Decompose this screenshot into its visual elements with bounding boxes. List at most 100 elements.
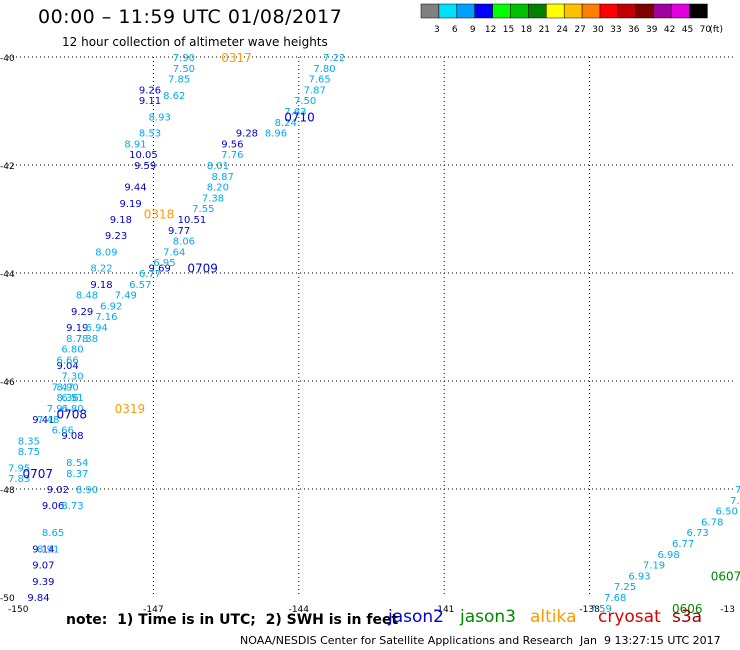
- colorbar-label: 3: [434, 25, 440, 35]
- data-point: 7.30: [61, 372, 83, 383]
- data-point: 9.02: [47, 485, 69, 496]
- x-tick-label: -144: [289, 605, 310, 615]
- data-point: 7.48: [37, 415, 59, 426]
- colorbar-swatch: [689, 3, 708, 19]
- data-point: 9.29: [71, 307, 93, 318]
- data-point: 10.51: [178, 215, 207, 226]
- chart-title: 00:00 – 11:59 UTC 01/08/2017: [38, 6, 343, 28]
- data-point: 7.64: [163, 247, 185, 258]
- data-point: 8.24: [275, 118, 297, 129]
- pass-time-label: 0709: [187, 262, 218, 276]
- data-point: 9.04: [56, 361, 78, 372]
- legend-s3a: s3a: [672, 607, 703, 627]
- data-point: 6.77: [139, 269, 161, 280]
- units-note: note: 1) Time is in UTC; 2) SWH is in fe…: [66, 612, 399, 628]
- data-point: 9.26: [139, 85, 161, 96]
- data-point: 9.28: [236, 129, 258, 140]
- data-point: 8.91: [124, 139, 146, 150]
- data-point: 9.56: [221, 139, 243, 150]
- data-point: 8.35: [18, 436, 40, 447]
- pass-time-label: 0707: [23, 467, 54, 481]
- colorbar-label: 36: [628, 25, 640, 35]
- data-point: 9.18: [90, 280, 112, 291]
- data-point: 9.14: [32, 544, 54, 555]
- data-point: 7.91: [47, 404, 69, 415]
- data-point: 7.50: [294, 96, 316, 107]
- data-point: 9.69: [149, 264, 171, 275]
- data-point: 9.77: [168, 226, 190, 237]
- data-point: 7.59: [590, 604, 612, 615]
- data-point: 6.77: [672, 539, 694, 550]
- x-tick-label: -13: [720, 605, 735, 615]
- data-point: 6.57: [129, 280, 151, 291]
- pass-time-label: 0317: [221, 51, 252, 65]
- data-point: 7.25: [614, 582, 636, 593]
- legend-jason3: jason3: [460, 607, 516, 627]
- data-point: 8.62: [163, 91, 185, 102]
- colorbar-label: 27: [574, 25, 585, 35]
- data-point: 7.90: [173, 53, 195, 64]
- data-point: 8.87: [212, 172, 234, 183]
- y-tick-label: -42: [0, 162, 15, 172]
- data-point: 6.78: [701, 517, 723, 528]
- data-point: 6.73: [687, 528, 709, 539]
- data-point: 7.38: [202, 193, 224, 204]
- y-tick-label: -50: [0, 594, 15, 604]
- data-point: 9.23: [105, 231, 127, 242]
- data-point: 6.80: [61, 345, 83, 356]
- y-tick-label: -40: [0, 54, 15, 64]
- chart-subtitle: 12 hour collection of altimeter wave hei…: [62, 35, 328, 49]
- x-tick-label: -147: [143, 605, 163, 615]
- data-point: 8.93: [149, 112, 171, 123]
- colorbar-unit: (ft): [709, 25, 723, 35]
- colorbar-label: 45: [682, 25, 693, 35]
- data-point: 9.84: [27, 593, 49, 604]
- colorbar-label: 42: [664, 25, 675, 35]
- data-point: 8.96: [265, 129, 287, 140]
- generated-timestamp: Jan 9 13:27:15 UTC 2017: [580, 634, 721, 647]
- data-point: 8.54: [66, 458, 88, 469]
- data-point: 7.4: [730, 496, 740, 507]
- credit-text: NOAA/NESDIS Center for Satellite Applica…: [240, 634, 574, 647]
- data-point: 8.22: [90, 264, 112, 275]
- data-point: 9.39: [32, 577, 54, 588]
- colorbar-label: 21: [539, 25, 550, 35]
- legend-cryosat: cryosat: [598, 607, 661, 627]
- colorbar-label: 70: [700, 25, 712, 35]
- data-point: 10.05: [129, 150, 158, 161]
- data-point: 9.19: [119, 199, 141, 210]
- pass-time-label: 0710: [284, 110, 315, 124]
- data-point: 7.19: [643, 561, 665, 572]
- pass-time-label: 0708: [56, 407, 87, 421]
- data-point: 8.90: [76, 485, 98, 496]
- data-point: 8.90: [56, 382, 78, 393]
- data-point: 7.16: [95, 312, 117, 323]
- data-point: 8.78: [66, 334, 88, 345]
- data-point: 7: [735, 485, 740, 496]
- pass-time-label: 0606: [672, 602, 703, 616]
- data-point: 6.50: [716, 507, 738, 518]
- data-point: 7.63: [284, 107, 306, 118]
- data-point: 7.85: [168, 75, 190, 86]
- data-point: 7.65: [308, 75, 330, 86]
- data-point: 8.48: [76, 291, 98, 302]
- colorbar-label: 39: [646, 25, 658, 35]
- colorbar-label: 15: [503, 25, 514, 35]
- colorbar-label: 9: [470, 25, 476, 35]
- colorbar-label: 24: [556, 25, 568, 35]
- data-point: 9.19: [66, 323, 88, 334]
- x-tick-label: -141: [434, 605, 454, 615]
- data-point: 9.11: [139, 96, 161, 107]
- x-tick-label: -138: [579, 605, 600, 615]
- data-point: 6.92: [100, 301, 122, 312]
- data-point: 8.01: [207, 161, 229, 172]
- data-point: 8.91: [37, 544, 59, 555]
- y-tick-label: -48: [0, 486, 15, 496]
- data-point: 8.53: [139, 129, 161, 140]
- y-tick-label: -44: [0, 270, 15, 280]
- data-point: 6.94: [86, 323, 108, 334]
- data-point: 9.41: [32, 415, 54, 426]
- data-point: 7.49: [115, 291, 137, 302]
- data-point: 9.08: [61, 431, 83, 442]
